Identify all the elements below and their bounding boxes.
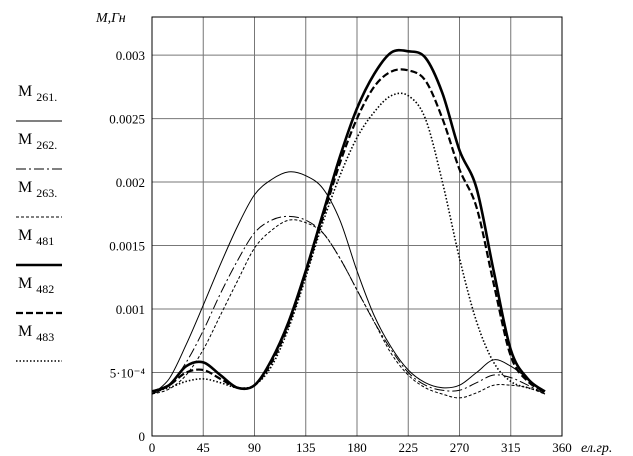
legend: M 261. M 262. M 263. M 481 M 482 M 483 (16, 83, 62, 362)
legend-label-1: M 261. (18, 83, 57, 104)
series-line-5 (151, 68, 546, 393)
x-tick-label: 225 (399, 440, 419, 455)
x-tick-label: 270 (450, 440, 470, 455)
x-tick-label: 180 (347, 440, 367, 455)
legend-label-2: M 262. (18, 131, 57, 152)
x-tick-label: 0 (149, 440, 156, 455)
y-tick-label: 0.002 (116, 175, 145, 190)
x-axis-label: ел.гр. (581, 441, 612, 456)
plot-frame (151, 16, 563, 437)
x-tick-label: 315 (501, 440, 521, 455)
grid (152, 17, 562, 436)
series-layer (151, 48, 546, 399)
ticks: 0 45 90 135 180 225 270 315 360 0 5·10⁻⁴ 0.001 0.001… (109, 48, 572, 455)
series-line-3 (151, 219, 546, 399)
y-tick-label: 0.0015 (109, 239, 145, 254)
y-tick-label: 0.001 (116, 302, 145, 317)
axes (151, 16, 563, 437)
y-tick-label: 0.003 (116, 48, 145, 63)
y-tick-label: 5·10⁻⁴ (110, 366, 146, 381)
x-tick-label: 90 (248, 440, 261, 455)
legend-label-3: M 263. (18, 179, 57, 200)
y-tick-label: 0 (139, 429, 146, 444)
legend-label-5: M 482 (18, 275, 54, 296)
y-axis-label: M,Гн (95, 11, 126, 26)
y-tick-label: 0.0025 (109, 112, 145, 127)
x-tick-label: 135 (296, 440, 316, 455)
x-tick-label: 360 (552, 440, 572, 455)
x-tick-label: 45 (197, 440, 210, 455)
legend-label-4: M 481 (18, 227, 54, 248)
legend-label-6: M 483 (18, 323, 54, 344)
series-line-4 (151, 48, 546, 393)
series-line-6 (151, 92, 546, 393)
series-line-1 (151, 171, 546, 395)
